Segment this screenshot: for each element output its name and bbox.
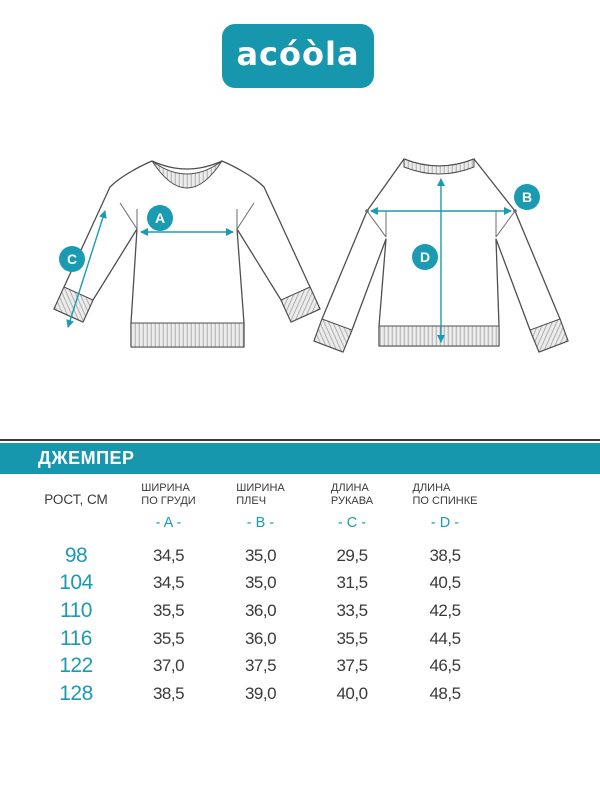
column-header-c: ДЛИНА РУКАВА (330, 482, 374, 507)
value-cell-a: 37,0 (152, 656, 185, 676)
table-rows: 98 34,5 35,0 29,5 38,5 104 34,5 35,0 31,… (30, 542, 492, 708)
letter-b: - B - (246, 515, 275, 531)
column-header-a: ШИРИНА ПО ГРУДИ (141, 482, 196, 507)
table-top-rule (0, 439, 600, 441)
measure-b-badge: B (514, 184, 540, 210)
front-collar-rib (151, 160, 223, 189)
size-cell: 128 (59, 681, 93, 705)
table-row: 122 37,0 37,5 37,5 46,5 (30, 652, 492, 680)
size-cell: 122 (59, 654, 93, 678)
front-seams (119, 202, 255, 230)
value-cell-a: 35,5 (152, 628, 185, 648)
measure-d-badge: D (412, 244, 438, 270)
sweater-back-diagram: B D (313, 158, 569, 353)
value-cell-d: 42,5 (429, 600, 461, 620)
value-cell-c: 29,5 (336, 545, 368, 565)
value-cell-b: 37,5 (244, 656, 277, 676)
table-row: 116 35,5 36,0 35,5 44,5 (30, 625, 492, 653)
value-cell-c: 35,5 (336, 628, 368, 648)
back-collar-rib (403, 158, 475, 175)
column-header-b: ШИРИНА ПЛЕЧ (236, 482, 285, 507)
table-column-headers: РОСТ, СМ ШИРИНА ПО ГРУДИ ШИРИНА ПЛЕЧ ДЛИ… (30, 482, 492, 509)
size-cell: 98 (64, 543, 88, 567)
brand-logo: acóòla (222, 24, 374, 88)
letter-d: - D - (430, 515, 460, 531)
measure-letter-row: - A - - B - - C - - D - (30, 515, 492, 531)
value-cell-d: 48,5 (429, 683, 461, 703)
value-cell-c: 31,5 (336, 573, 368, 593)
measure-c-badge: C (59, 246, 85, 272)
value-cell-d: 44,5 (429, 628, 461, 648)
value-cell-b: 36,0 (244, 600, 277, 620)
table-row: 110 35,5 36,0 33,5 42,5 (30, 597, 492, 625)
table-title: ДЖЕМПЕР (38, 448, 135, 468)
size-cell: 110 (60, 598, 92, 622)
value-cell-c: 33,5 (336, 600, 368, 620)
svg-text:C: C (67, 251, 77, 267)
column-header-rost: РОСТ, СМ (44, 492, 108, 507)
letter-spacer (30, 515, 122, 531)
back-seams (366, 210, 516, 238)
value-cell-a: 35,5 (152, 600, 185, 620)
size-cell: 104 (59, 571, 93, 595)
brand-logo-text: acóòla (236, 35, 360, 73)
value-cell-c: 37,5 (336, 656, 368, 676)
table-row: 104 34,5 35,0 31,5 40,5 (30, 570, 492, 598)
table-row: 98 34,5 35,0 29,5 38,5 (30, 542, 492, 570)
svg-text:A: A (155, 210, 165, 226)
sweater-front-diagram: A C (53, 160, 321, 348)
value-cell-d: 40,5 (429, 573, 461, 593)
front-body-outline (53, 160, 321, 348)
table-row: 128 38,5 39,0 40,0 48,5 (30, 680, 492, 708)
back-left-cuff-rib (313, 318, 353, 353)
size-cell: 116 (60, 626, 92, 650)
value-cell-b: 35,0 (244, 545, 277, 565)
value-cell-b: 35,0 (244, 573, 277, 593)
table-title-band: ДЖЕМПЕР (0, 443, 600, 474)
back-hem-rib (378, 325, 500, 347)
measure-a-badge: A (147, 205, 173, 231)
svg-text:D: D (420, 249, 430, 265)
letter-a: - A - (155, 515, 182, 531)
front-right-cuff-rib (280, 286, 321, 323)
value-cell-d: 46,5 (429, 656, 461, 676)
value-cell-a: 34,5 (152, 573, 185, 593)
value-cell-b: 39,0 (244, 683, 277, 703)
value-cell-a: 34,5 (152, 545, 185, 565)
value-cell-c: 40,0 (336, 683, 368, 703)
value-cell-d: 38,5 (429, 545, 461, 565)
svg-text:B: B (522, 189, 532, 205)
back-right-cuff-rib (529, 318, 569, 353)
letter-c: - C - (337, 515, 367, 531)
front-hem-rib (130, 322, 245, 348)
value-cell-b: 36,0 (244, 628, 277, 648)
measure-c-arrow (66, 210, 107, 328)
value-cell-a: 38,5 (152, 683, 185, 703)
column-header-d: ДЛИНА ПО СПИНКЕ (412, 482, 478, 507)
